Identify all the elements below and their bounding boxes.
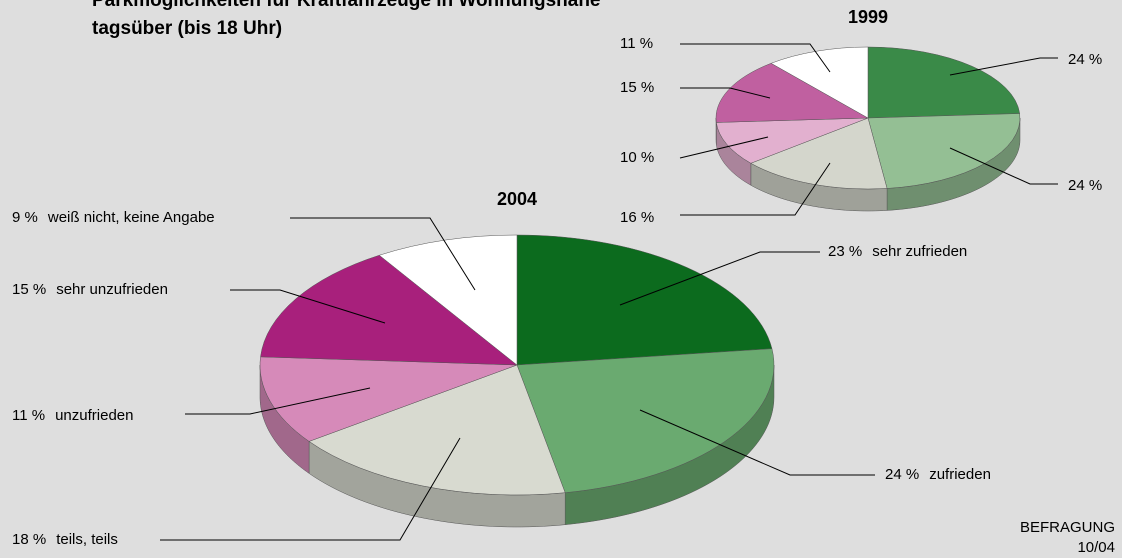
pie-slice [516, 348, 775, 493]
pie-slice [260, 254, 518, 366]
leader-line [185, 387, 371, 415]
pie-slice [716, 117, 869, 164]
data-label: 24 % [1068, 51, 1102, 68]
pie-slice [378, 234, 518, 366]
leader-line [680, 43, 831, 73]
pie-slice [715, 63, 869, 123]
data-label: 24 % [1068, 177, 1102, 194]
leader-line [679, 136, 769, 159]
category-label: sehr zufrieden [872, 243, 967, 260]
data-label: 16 % [620, 209, 654, 226]
data-label: 10 % [620, 149, 654, 166]
data-label: 15 % sehr unzufrieden [12, 281, 168, 298]
data-label: 9 % weiß nicht, keine Angabe [12, 209, 215, 226]
data-label: 15 % [620, 79, 654, 96]
value-label: 9 % [12, 209, 38, 226]
pie-slice [516, 234, 773, 366]
category-label: sehr unzufrieden [56, 281, 168, 298]
pie [259, 234, 775, 528]
value-label: 15 % [12, 281, 46, 298]
pie-title: 1999 [848, 7, 888, 27]
title-line: Parkmöglichkeiten für Kraftfahrzeuge in … [92, 0, 601, 11]
value-label: 10 % [620, 149, 654, 166]
pie-slice [770, 46, 869, 119]
leader-line [680, 87, 771, 99]
category-label: weiß nicht, keine Angabe [47, 209, 215, 226]
pie-slice [259, 356, 518, 442]
leader-line [230, 289, 386, 324]
data-label: 18 % teils, teils [12, 531, 118, 548]
footer: BEFRAGUNG [1020, 519, 1115, 536]
pie-slice [750, 117, 888, 190]
category-label: unzufrieden [55, 407, 133, 424]
value-label: 11 % [620, 35, 653, 52]
value-label: 18 % [12, 531, 46, 548]
leader-line [680, 162, 831, 216]
value-label: 11 % [12, 407, 45, 424]
value-label: 16 % [620, 209, 654, 226]
data-label: 11 % unzufrieden [12, 407, 133, 424]
data-label: 11 % [620, 35, 653, 52]
leader-line [949, 57, 1058, 76]
value-label: 24 % [885, 466, 919, 483]
category-label: zufrieden [929, 466, 991, 483]
category-label: teils, teils [56, 531, 118, 548]
leader-line [949, 147, 1058, 185]
value-label: 23 % [828, 243, 862, 260]
pie-slice [867, 46, 1020, 119]
leader-line [619, 251, 820, 306]
value-label: 24 % [1068, 51, 1102, 68]
leader-line [290, 217, 476, 291]
footer: 10/04 [1077, 539, 1115, 556]
value-label: 15 % [620, 79, 654, 96]
pie [715, 46, 1021, 212]
title-line: tagsüber (bis 18 Uhr) [92, 18, 282, 39]
value-label: 24 % [1068, 177, 1102, 194]
data-label: 24 % zufrieden [885, 466, 991, 483]
pie-title: 2004 [497, 189, 537, 209]
leader-line [639, 409, 875, 476]
data-label: 23 % sehr zufrieden [828, 243, 967, 260]
leader-line [160, 437, 461, 541]
pie-slice [308, 364, 566, 496]
